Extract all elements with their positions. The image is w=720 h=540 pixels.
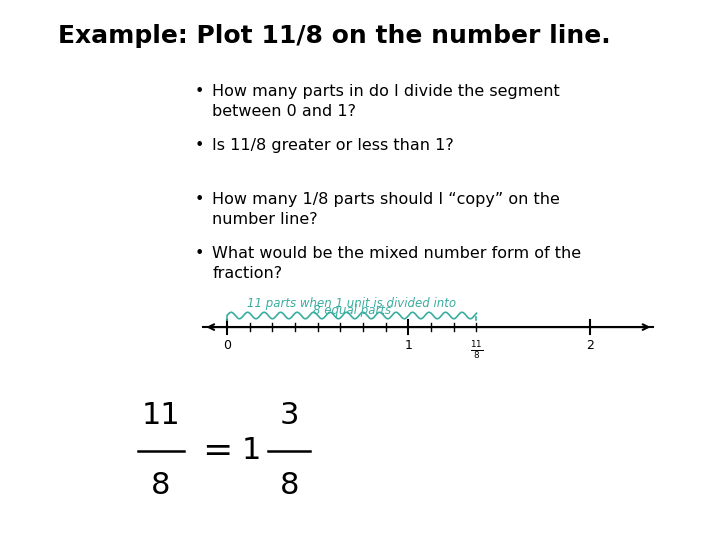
Text: •: • [194, 138, 204, 153]
Text: •: • [194, 246, 204, 261]
Text: 3: 3 [279, 401, 299, 430]
Text: •: • [194, 84, 204, 99]
Text: 0: 0 [223, 339, 231, 352]
Text: Is 11/8 greater or less than 1?: Is 11/8 greater or less than 1? [212, 138, 454, 153]
Text: 8 equal parts: 8 equal parts [312, 304, 391, 317]
Text: What would be the mixed number form of the
fraction?: What would be the mixed number form of t… [212, 246, 582, 280]
Text: 1: 1 [405, 339, 413, 352]
Text: $\frac{11}{8}$: $\frac{11}{8}$ [470, 339, 483, 361]
Text: 2: 2 [586, 339, 594, 352]
Text: How many parts in do I divide the segment
between 0 and 1?: How many parts in do I divide the segmen… [212, 84, 560, 118]
Text: 8: 8 [279, 471, 299, 501]
Text: How many 1/8 parts should I “copy” on the
number line?: How many 1/8 parts should I “copy” on th… [212, 192, 560, 226]
Text: 8: 8 [151, 471, 171, 501]
Text: 11: 11 [142, 401, 181, 430]
Text: Example: Plot 11/8 on the number line.: Example: Plot 11/8 on the number line. [58, 24, 611, 48]
Text: =: = [202, 434, 233, 468]
Text: •: • [194, 192, 204, 207]
Text: 1: 1 [242, 436, 261, 465]
Text: 11 parts when 1 unit is divided into: 11 parts when 1 unit is divided into [247, 297, 456, 310]
